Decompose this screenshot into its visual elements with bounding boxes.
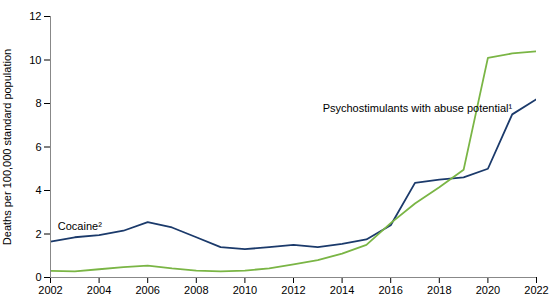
svg-text:Psychostimulants with abuse po: Psychostimulants with abuse potential¹ xyxy=(323,102,513,114)
svg-text:2006: 2006 xyxy=(135,284,159,296)
svg-text:6: 6 xyxy=(35,141,41,153)
svg-text:2020: 2020 xyxy=(476,284,500,296)
svg-text:0: 0 xyxy=(35,271,41,283)
svg-text:2012: 2012 xyxy=(281,284,305,296)
svg-text:2: 2 xyxy=(35,228,41,240)
svg-text:2004: 2004 xyxy=(87,284,111,296)
svg-text:2010: 2010 xyxy=(233,284,257,296)
svg-text:8: 8 xyxy=(35,97,41,109)
svg-text:Deaths per 100,000 standard po: Deaths per 100,000 standard population xyxy=(1,49,13,245)
svg-text:10: 10 xyxy=(29,54,41,66)
svg-text:2002: 2002 xyxy=(38,284,62,296)
svg-text:4: 4 xyxy=(35,184,41,196)
svg-text:2014: 2014 xyxy=(330,284,354,296)
svg-text:2022: 2022 xyxy=(524,284,548,296)
svg-text:2016: 2016 xyxy=(378,284,402,296)
svg-text:Cocaine²: Cocaine² xyxy=(58,220,102,232)
svg-text:2008: 2008 xyxy=(184,284,208,296)
svg-text:12: 12 xyxy=(29,10,41,22)
svg-text:2018: 2018 xyxy=(427,284,451,296)
